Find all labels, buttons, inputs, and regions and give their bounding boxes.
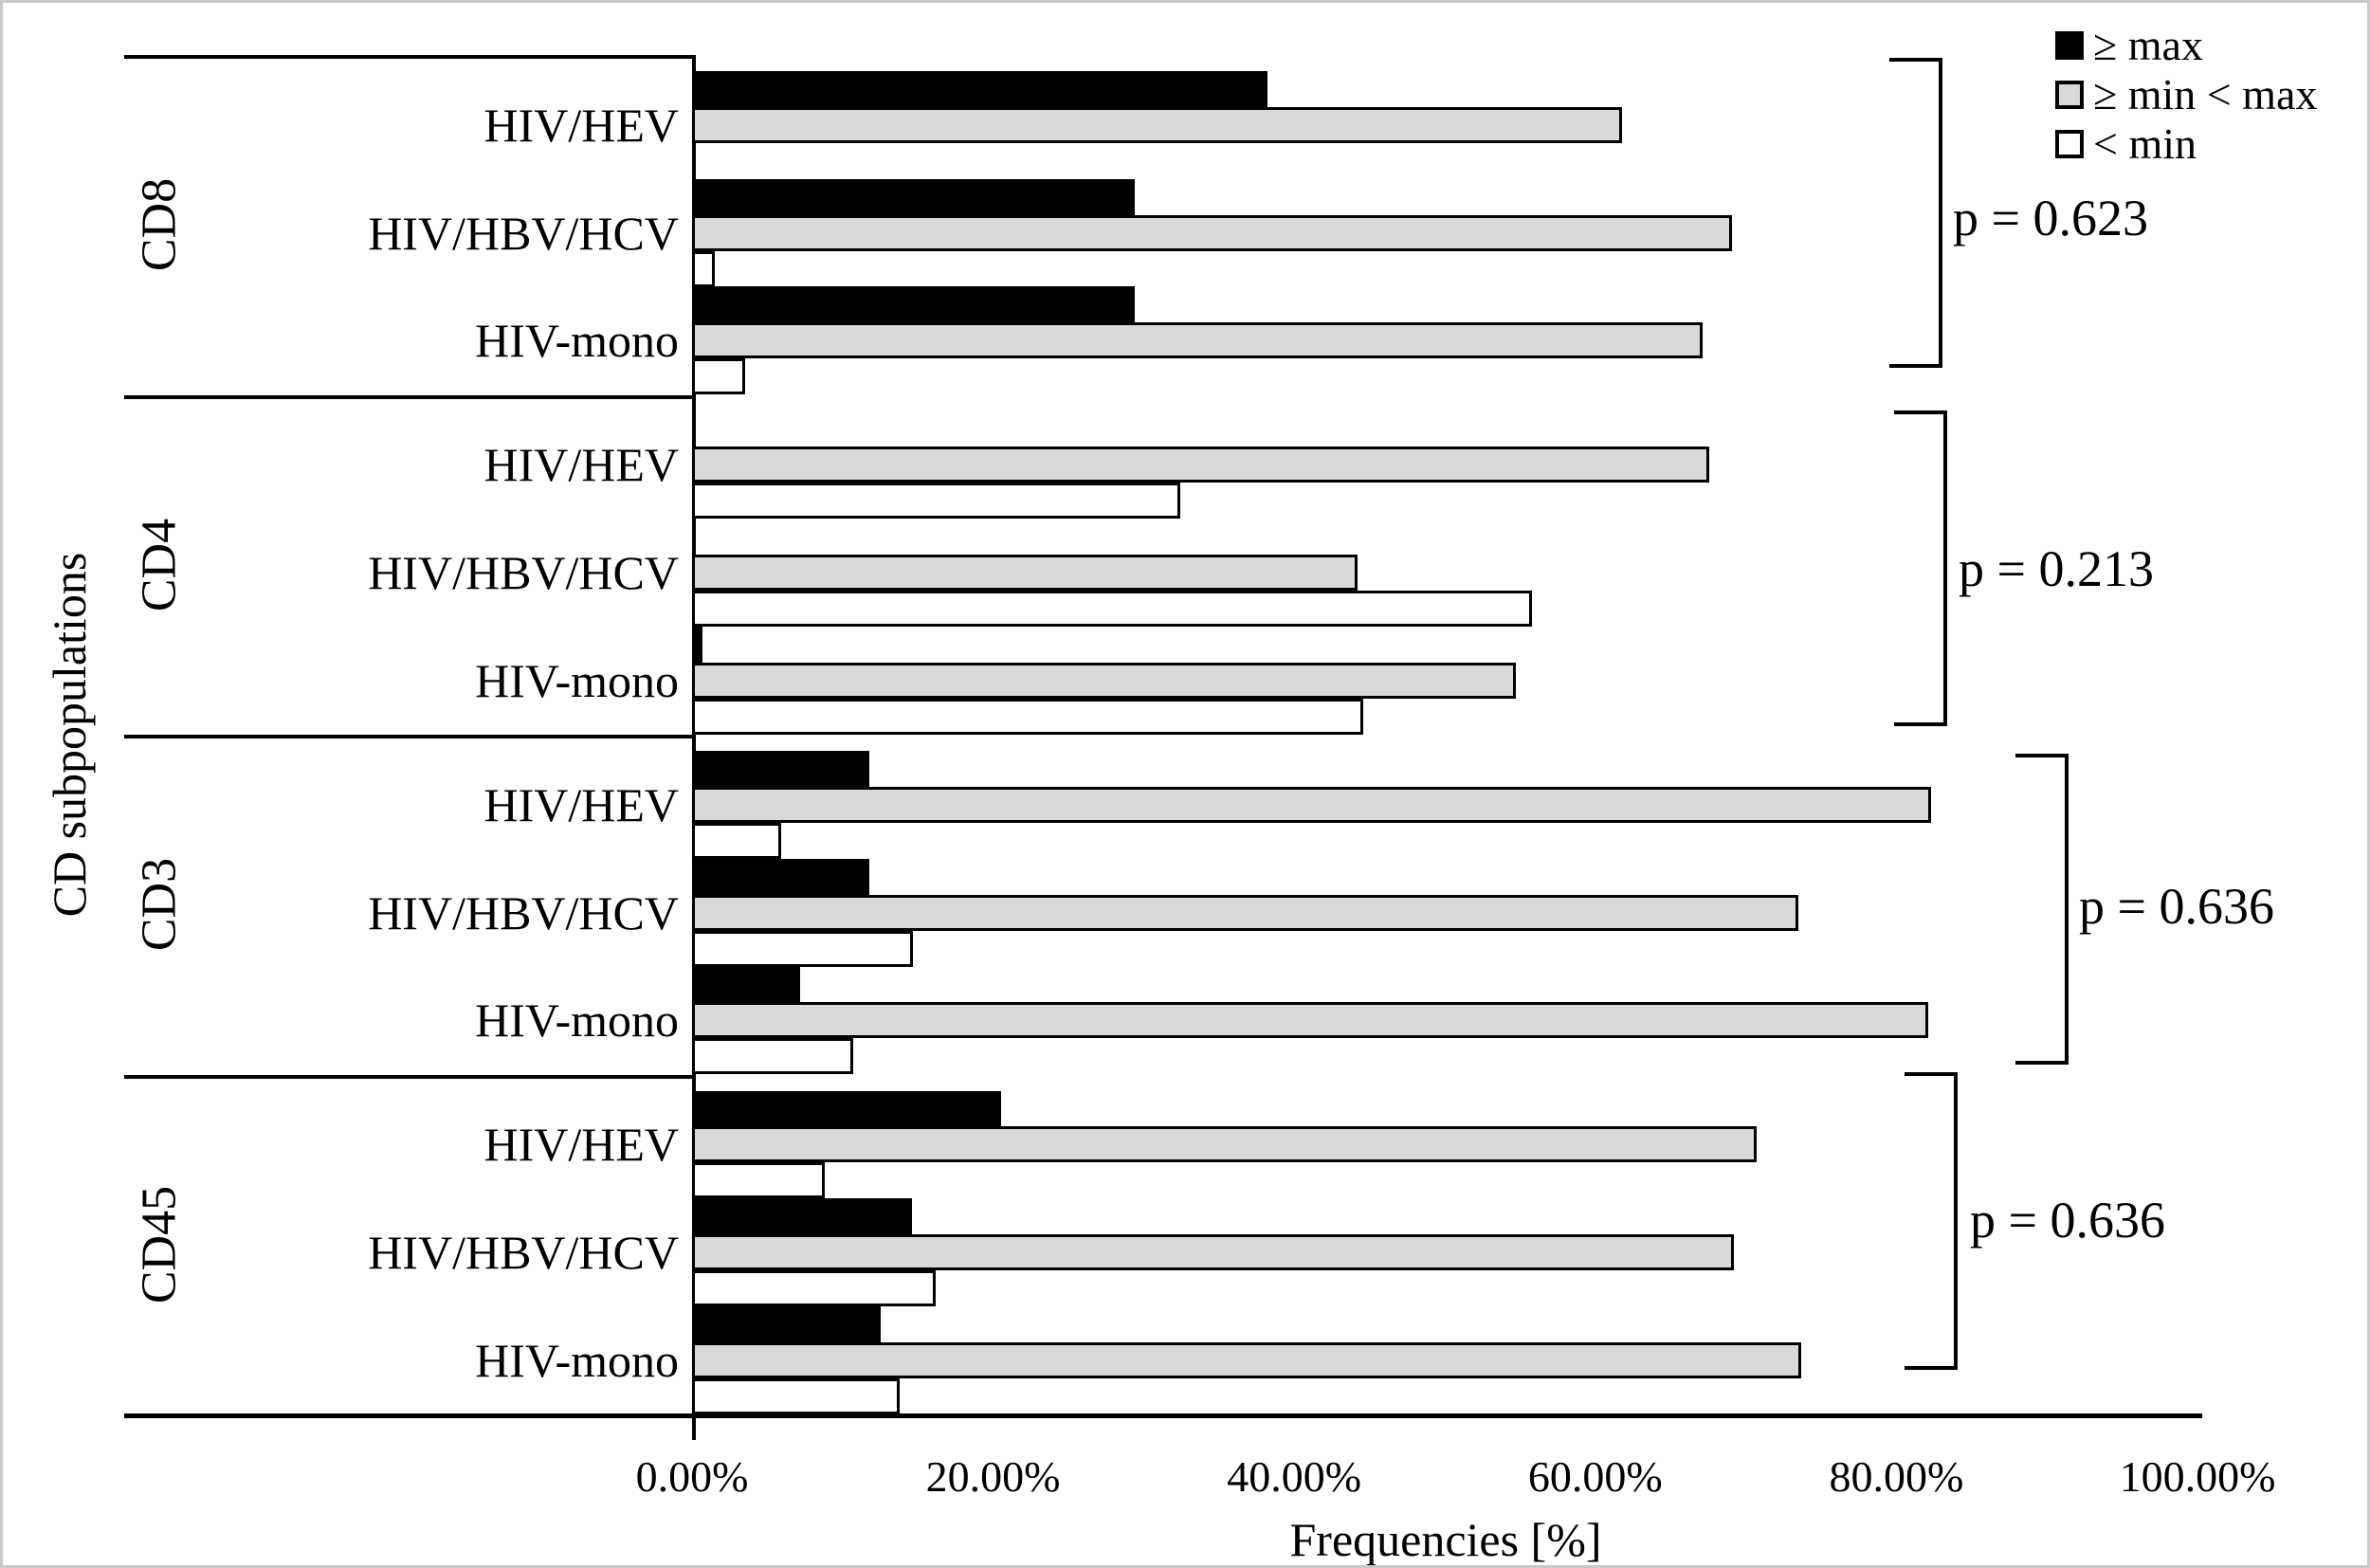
bar-max <box>692 286 1135 323</box>
bar-min <box>692 1377 901 1414</box>
row-label: HIV/HBV/HCV <box>368 1226 679 1280</box>
bar-min <box>692 930 914 967</box>
bar-min <box>692 822 781 859</box>
bar-max <box>692 626 703 663</box>
row-label: HIV-mono <box>475 314 679 368</box>
row-label: HIV/HBV/HCV <box>368 885 679 939</box>
max-legend-swatch <box>2055 31 2084 60</box>
bar-max <box>692 751 870 787</box>
bar-max <box>692 1305 881 1342</box>
p-value-label: p = 0.623 <box>1953 190 2148 246</box>
row-label: HIV/HEV <box>483 777 679 831</box>
bar-max <box>692 71 1267 107</box>
p-value-label: p = 0.636 <box>1970 1192 2165 1249</box>
x-tick-label: 80.00% <box>1829 1452 1964 1501</box>
bar-mid <box>692 662 1516 699</box>
section-divider-line <box>124 735 696 738</box>
bar-mid <box>692 214 1733 251</box>
legend-label: < min <box>2093 119 2197 168</box>
bar-mid <box>692 1126 1757 1163</box>
bar-mid <box>692 322 1703 359</box>
x-axis-line <box>124 1413 2202 1418</box>
row-label: HIV/HEV <box>483 438 679 492</box>
mid-legend-swatch <box>2055 81 2084 109</box>
p-value-label: p = 0.636 <box>2079 878 2274 935</box>
section-divider-line <box>124 55 696 59</box>
bar-mid <box>692 555 1358 592</box>
bar-mid <box>692 447 1710 483</box>
row-label: HIV/HBV/HCV <box>368 546 679 600</box>
bar-mid <box>692 1002 1928 1039</box>
row-label: HIV/HBV/HCV <box>368 206 679 260</box>
significance-bracket <box>2015 754 2069 1065</box>
bar-min <box>692 250 715 287</box>
x-tick-label: 20.00% <box>925 1452 1061 1501</box>
row-label: HIV-mono <box>475 994 679 1048</box>
bar-min <box>692 358 745 395</box>
row-label: HIV-mono <box>475 1333 679 1387</box>
legend-label: ≥ min < max <box>2093 70 2318 119</box>
bar-min <box>692 698 1364 735</box>
significance-bracket <box>1905 1072 1958 1370</box>
bar-max <box>692 1198 912 1235</box>
bar-mid <box>692 106 1623 143</box>
bar-min <box>692 591 1533 627</box>
y-axis-line <box>692 55 696 1418</box>
bar-min <box>692 1038 853 1075</box>
row-label: HIV-mono <box>475 653 679 707</box>
x-tick-label: 60.00% <box>1527 1452 1663 1501</box>
x-tick-label: 100.00% <box>2119 1452 2276 1501</box>
x-axis-zero-tick <box>692 1413 696 1440</box>
y-axis-title: CD subpopulations <box>43 552 96 918</box>
significance-bracket <box>1894 410 1947 726</box>
x-tick-label: 0.00% <box>635 1452 749 1501</box>
bar-mid <box>692 786 1931 823</box>
bar-min <box>692 483 1180 520</box>
row-label: HIV/HEV <box>483 98 679 152</box>
x-axis-title: Frequencies [%] <box>1289 1513 1602 1566</box>
bar-max <box>692 966 801 1003</box>
section-divider-line <box>124 1074 696 1079</box>
bar-mid <box>692 1234 1734 1271</box>
bar-mid <box>692 894 1799 931</box>
min-legend-swatch <box>2055 130 2084 158</box>
x-tick-label: 40.00% <box>1227 1452 1362 1501</box>
significance-bracket <box>1889 58 1942 368</box>
p-value-label: p = 0.213 <box>1959 540 2154 597</box>
bar-mid <box>692 1341 1802 1378</box>
row-label: HIV/HEV <box>483 1118 679 1172</box>
bar-min <box>692 1162 825 1199</box>
bar-max <box>692 1090 1001 1127</box>
bar-min <box>692 1270 937 1306</box>
bar-max <box>692 178 1135 215</box>
bar-max <box>692 858 870 895</box>
legend-label: ≥ max <box>2093 21 2203 69</box>
section-divider-line <box>124 394 696 399</box>
